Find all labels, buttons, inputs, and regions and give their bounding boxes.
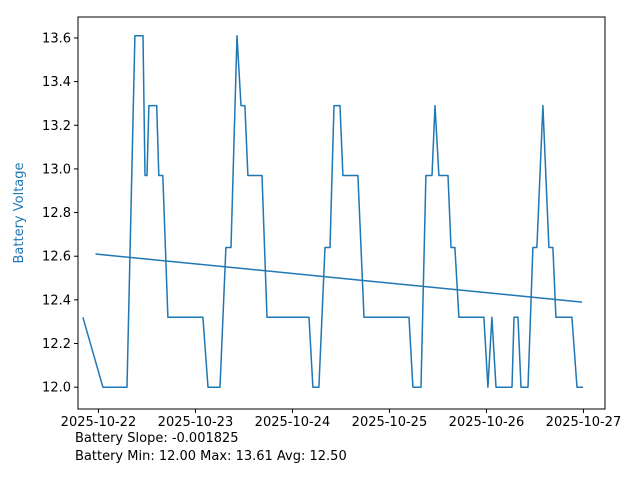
x-tick-label: 2025-10-22	[61, 415, 137, 430]
y-tick-label: 12.2	[42, 337, 71, 352]
y-tick-label: 12.0	[42, 381, 71, 396]
footer-slope-text: Battery Slope: -0.001825	[75, 431, 239, 446]
y-tick-label: 12.8	[42, 206, 71, 221]
x-tick-label: 2025-10-26	[449, 415, 525, 430]
y-axis-title: Battery Voltage	[12, 162, 27, 264]
chart-footer: Battery Slope: -0.001825 Battery Min: 12…	[75, 430, 347, 466]
y-tick-label: 13.0	[42, 162, 71, 177]
plot-border	[77, 16, 606, 410]
y-tick-label: 13.4	[42, 75, 71, 90]
x-tick-label: 2025-10-25	[352, 415, 428, 430]
battery-trend-line	[95, 253, 583, 303]
battery-voltage-line	[82, 35, 583, 388]
footer-stats-text: Battery Min: 12.00 Max: 13.61 Avg: 12.50	[75, 449, 347, 464]
y-tick-label: 13.6	[42, 31, 71, 46]
x-tick-label: 2025-10-24	[255, 415, 331, 430]
x-tick-label: 2025-10-23	[158, 415, 234, 430]
x-tick-label: 2025-10-27	[546, 415, 622, 430]
y-tick-label: 12.4	[42, 293, 71, 308]
y-tick-label: 12.6	[42, 250, 71, 265]
y-tick-label: 13.2	[42, 119, 71, 134]
